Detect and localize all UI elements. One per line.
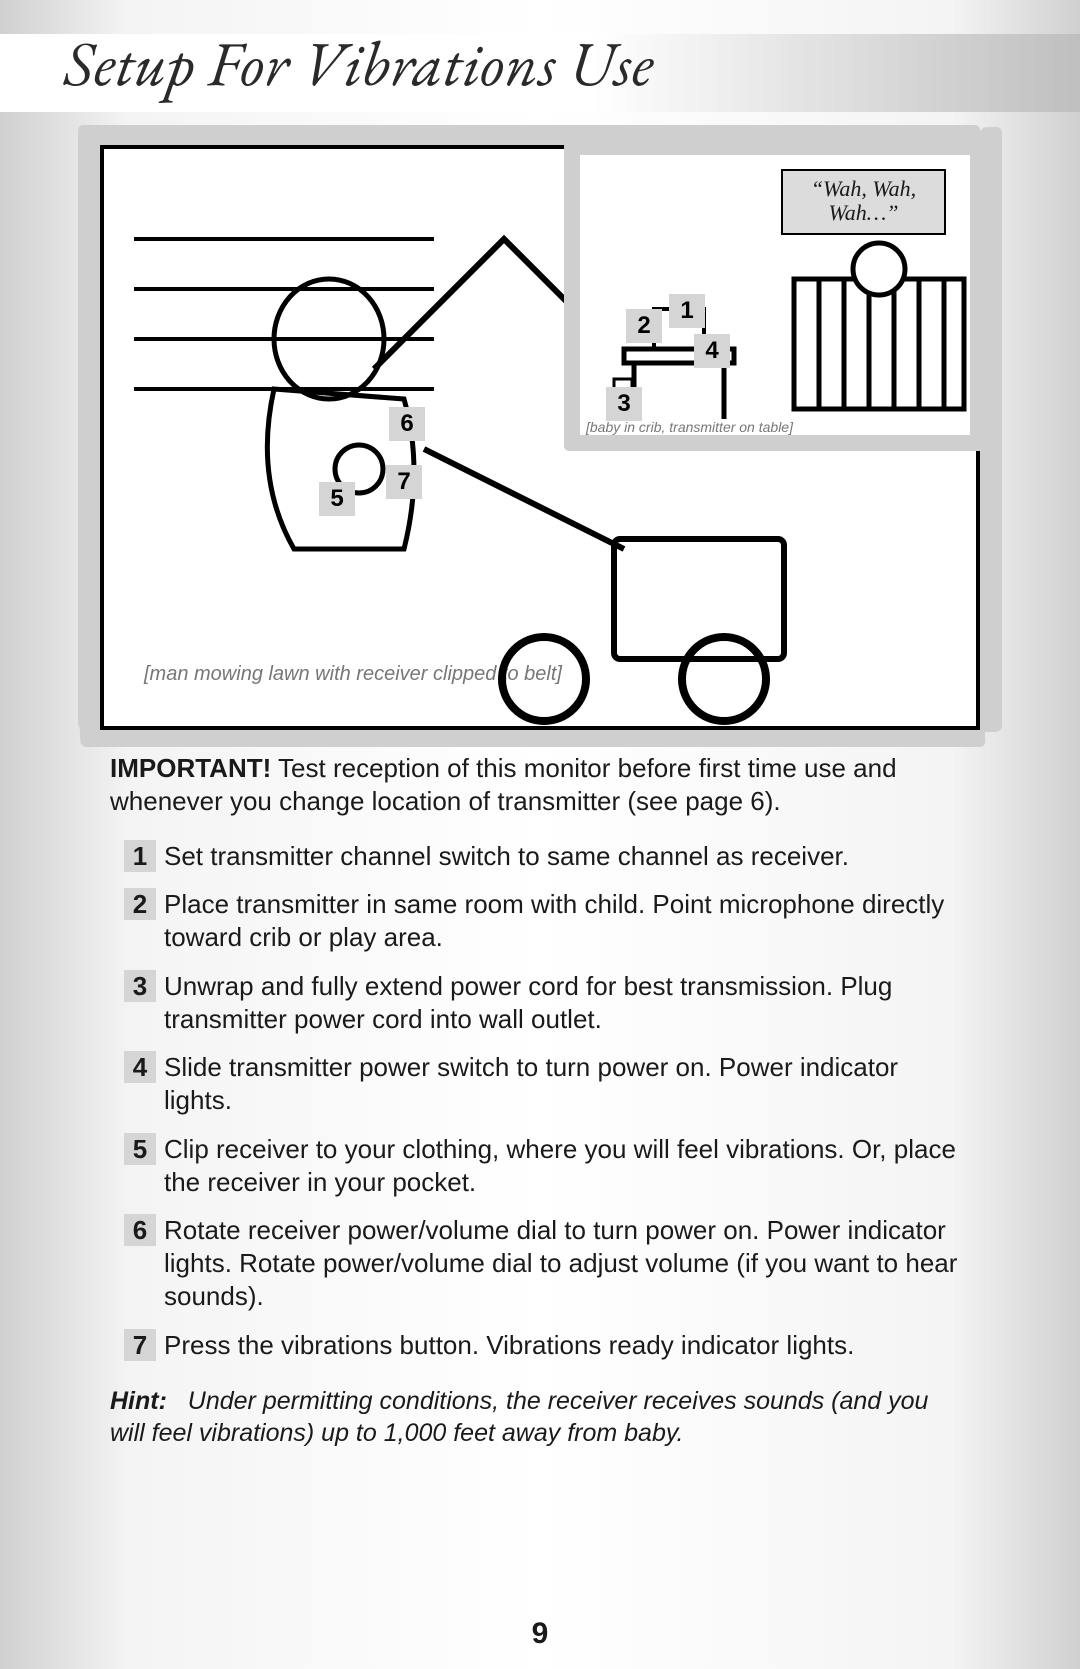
setup-step: 5Clip receiver to your clothing, where y… (124, 1133, 970, 1199)
step-text: Press the vibrations button. Vibrations … (164, 1330, 854, 1360)
important-paragraph: IMPORTANT! Test reception of this monito… (110, 752, 970, 818)
setup-step: 4Slide transmitter power switch to turn … (124, 1051, 970, 1117)
callout-number: 1 (669, 294, 705, 328)
step-number: 5 (124, 1133, 156, 1165)
brush-stroke (78, 125, 100, 731)
step-text: Set transmitter channel switch to same c… (164, 841, 849, 871)
manual-page: Setup For Vibrations Use [man mowing law… (0, 0, 1080, 1669)
page-title: Setup For Vibrations Use (64, 22, 654, 104)
step-number: 1 (124, 840, 156, 872)
step-number: 7 (124, 1329, 156, 1361)
hint-paragraph: Hint: Under permitting conditions, the r… (110, 1385, 970, 1449)
callout-number: 3 (606, 387, 642, 421)
setup-step: 1 Set transmitter channel switch to same … (124, 840, 970, 873)
step-number: 6 (124, 1214, 156, 1246)
hint-label: Hint: (110, 1387, 167, 1415)
step-text: Clip receiver to your clothing, where yo… (164, 1134, 956, 1197)
step-text: Place transmitter in same room with chil… (164, 889, 944, 952)
callout-number: 5 (319, 482, 355, 516)
hint-text: Under permitting conditions, the receive… (110, 1387, 928, 1447)
step-text: Unwrap and fully extend power cord for b… (164, 971, 892, 1034)
step-number: 3 (124, 970, 156, 1002)
callout-number: 4 (694, 334, 730, 368)
step-text: Rotate receiver power/volume dial to tur… (164, 1215, 957, 1311)
page-number: 9 (0, 1617, 1080, 1651)
body-copy: IMPORTANT! Test reception of this monito… (110, 752, 970, 1449)
inset-placeholder: [baby in crib, transmitter on table] (586, 419, 793, 435)
illustration-area: [man mowing lawn with receiver clipped t… (90, 135, 990, 735)
step-text: Slide transmitter power switch to turn p… (164, 1052, 898, 1115)
setup-step: 2Place transmitter in same room with chi… (124, 888, 970, 954)
step-number: 2 (124, 888, 156, 920)
important-label: IMPORTANT! (110, 753, 271, 783)
setup-step: 6Rotate receiver power/volume dial to tu… (124, 1214, 970, 1312)
callout-number: 2 (626, 309, 662, 343)
setup-step: 7 Press the vibrations button. Vibrations… (124, 1329, 970, 1362)
callout-number: 7 (386, 465, 422, 499)
step-number: 4 (124, 1051, 156, 1083)
setup-step: 3Unwrap and fully extend power cord for … (124, 970, 970, 1036)
setup-steps-list: 1 Set transmitter channel switch to same … (124, 840, 970, 1362)
callout-number: 6 (389, 407, 425, 441)
illustration-main-panel: [man mowing lawn with receiver clipped t… (100, 145, 980, 730)
